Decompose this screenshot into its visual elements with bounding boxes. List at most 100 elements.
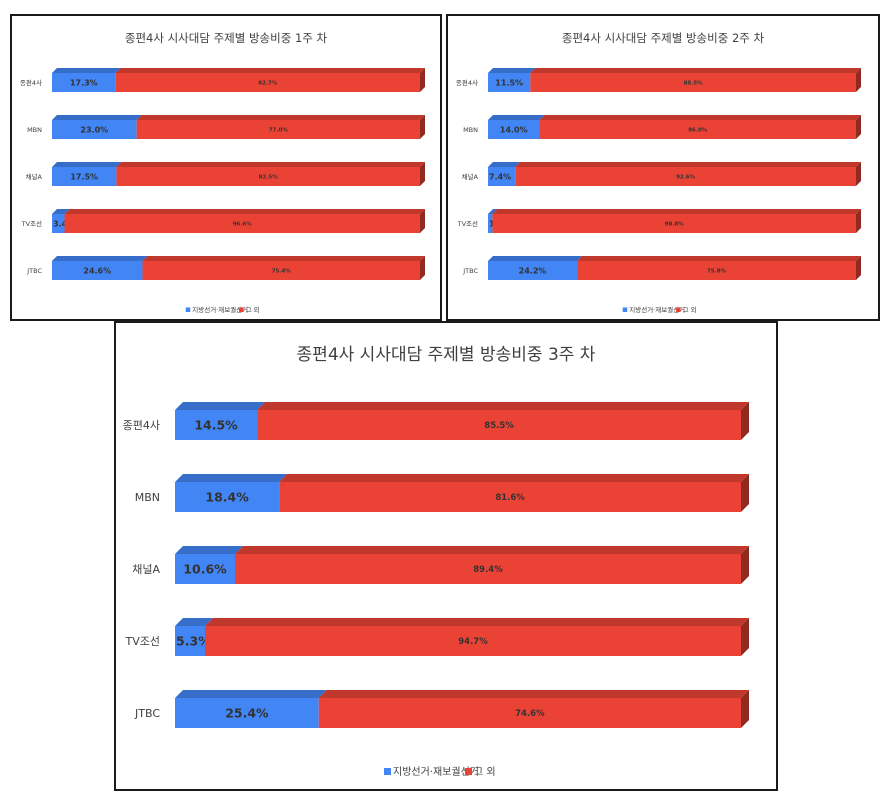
chart-panel-week1: 종편4사 시사대담 주제별 방송비중 1주 차 종편4사 17.3% 82.7% MBN… (10, 14, 442, 321)
legend-swatch (676, 307, 681, 312)
data-label: 17.5% (70, 172, 98, 181)
bar-top-face (136, 115, 425, 120)
legend-label: 지방선거·재보궐선거 (192, 305, 248, 314)
bar-segment (175, 626, 205, 656)
bar-top-face (515, 162, 861, 167)
category-label: TV조선 (125, 635, 160, 648)
data-label: 10.6% (183, 561, 227, 576)
bar-segment (577, 261, 856, 280)
data-label: 18.4% (205, 489, 249, 504)
legend-swatch (465, 768, 472, 775)
bar-segment (175, 482, 280, 512)
data-label: 89.4% (473, 565, 503, 575)
bar-top-face (52, 162, 122, 167)
legend-label: 지방선거·재보궐선거 (393, 765, 479, 778)
chart-title: 종편4사 시사대담 주제별 방송비중 1주 차 (125, 31, 328, 45)
data-label: 94.7% (458, 637, 488, 647)
bar-top-face (279, 474, 749, 482)
bar-top-face (116, 162, 426, 167)
bar-top-face (115, 68, 425, 73)
data-label: 96.6% (233, 221, 253, 227)
data-label: 17.3% (70, 78, 98, 87)
bar-segment (175, 410, 258, 440)
bar-side-face (420, 115, 425, 139)
legend-label: 그 외 (683, 306, 697, 314)
bar-side-face (856, 115, 861, 139)
bar-top-face (175, 690, 327, 698)
bar-top-face (318, 690, 749, 698)
bar-top-face (52, 115, 142, 120)
data-label: 3.4% (53, 219, 75, 228)
bar-top-face (530, 68, 861, 73)
data-label: 23.0% (80, 125, 108, 134)
bar-segment (488, 167, 516, 186)
data-label: 88.5% (684, 80, 704, 86)
data-label: 98.8% (665, 221, 685, 227)
category-label: 채널A (26, 172, 43, 181)
bar-top-face (52, 209, 70, 214)
data-label: 24.2% (519, 266, 547, 275)
category-label: MBN (463, 126, 478, 134)
bar-side-face (741, 546, 749, 584)
bar-segment (52, 73, 116, 92)
bar-side-face (856, 256, 861, 280)
bar-segment (136, 120, 420, 139)
bar-side-face (741, 402, 749, 440)
bar-top-face (204, 618, 750, 626)
bar-segment (515, 167, 856, 186)
data-label: 75.8% (707, 268, 727, 274)
bar-side-face (856, 209, 861, 233)
category-label: JTBC (26, 267, 42, 275)
data-label: 5.3% (176, 633, 211, 648)
bar-side-face (856, 162, 861, 186)
data-label: 14.5% (194, 417, 238, 432)
category-label: JTBC (134, 707, 160, 720)
category-label: TV조선 (21, 219, 42, 228)
bar-segment (204, 626, 742, 656)
bar-segment (488, 261, 578, 280)
data-label: 7.4% (489, 172, 511, 181)
category-label: 종편4사 (123, 419, 160, 432)
bar-side-face (856, 68, 861, 92)
data-label: 85.5% (484, 421, 514, 431)
bar-top-face (488, 256, 583, 261)
bar-segment (318, 698, 741, 728)
bar-segment (52, 214, 65, 233)
bar-side-face (741, 618, 749, 656)
category-label: 채널A (462, 172, 479, 181)
bar-segment (52, 261, 143, 280)
data-label: 92.6% (676, 174, 696, 180)
legend-label: 그 외 (246, 306, 260, 314)
chart-title: 종편4사 시사대담 주제별 방송비중 2주 차 (562, 31, 765, 45)
data-label: 11.5% (495, 78, 523, 87)
bar-top-face (175, 402, 266, 410)
chart-panel-week3: 종편4사 시사대담 주제별 방송비중 3주 차 종편4사 14.5% 85.5% MBN… (114, 321, 778, 791)
bar-top-face (234, 546, 750, 554)
bar-segment (52, 167, 117, 186)
bar-segment (142, 261, 420, 280)
data-label: 86.0% (688, 127, 708, 133)
bar-side-face (741, 474, 749, 512)
bar-top-face (488, 68, 536, 73)
data-label: 81.6% (495, 493, 525, 503)
data-label: 82.7% (258, 80, 278, 86)
bar-segment (52, 120, 137, 139)
bar-top-face (175, 618, 213, 626)
data-label: 75.4% (272, 268, 292, 274)
category-label: 종편4사 (456, 78, 478, 87)
legend-label: 그 외 (474, 766, 496, 778)
data-label: 82.5% (259, 174, 279, 180)
data-label: 77.0% (269, 127, 289, 133)
bar-side-face (420, 68, 425, 92)
bar-top-face (577, 256, 861, 261)
bar-segment (64, 214, 421, 233)
bar-top-face (488, 115, 545, 120)
bar-top-face (488, 209, 498, 214)
bar-segment (175, 554, 235, 584)
bar-segment (492, 214, 856, 233)
bar-top-face (52, 256, 148, 261)
